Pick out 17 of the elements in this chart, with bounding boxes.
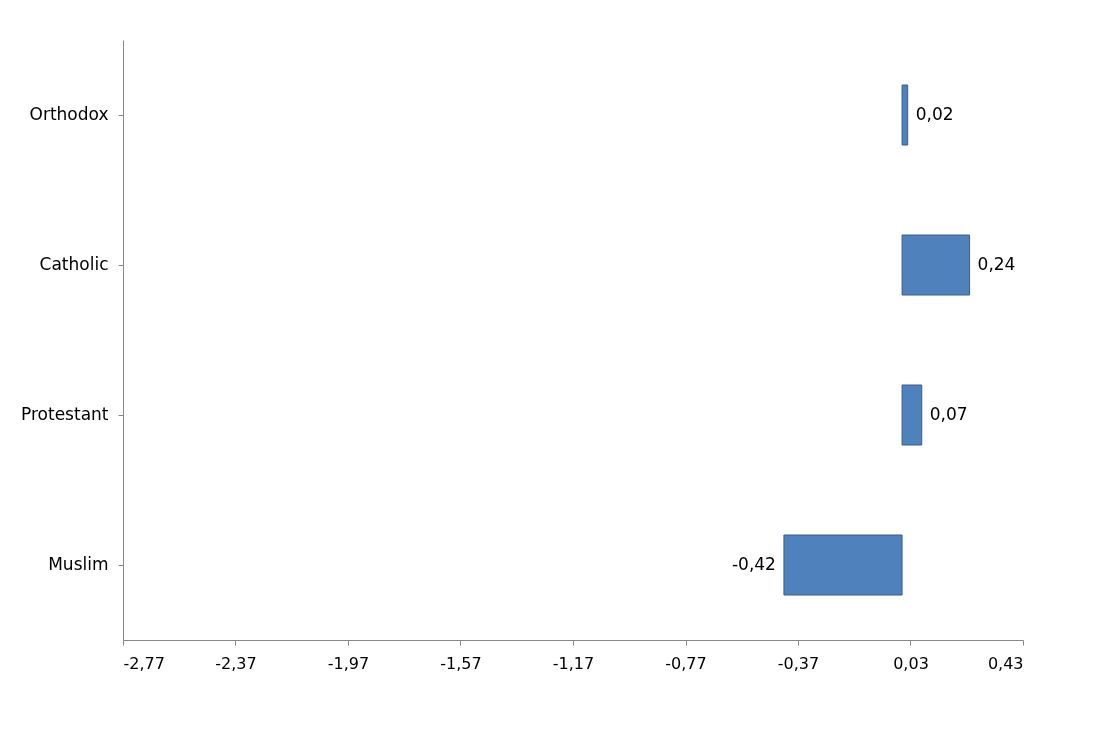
data-label: 0,24 <box>977 254 1016 274</box>
x-tick-label: -2,37 <box>215 653 257 673</box>
x-tick-label: -0,77 <box>665 653 707 673</box>
y-tick-label: Protestant <box>21 404 109 424</box>
x-tick-label: 0,43 <box>987 653 1024 673</box>
x-tick-label: -1,57 <box>440 653 482 673</box>
x-tick-label: -2,77 <box>123 653 165 673</box>
x-tick-label: -1,97 <box>327 653 370 673</box>
y-tick-label: Orthodox <box>29 104 109 124</box>
y-tick-label: Muslim <box>48 554 109 574</box>
y-tick-label: Catholic <box>39 254 109 274</box>
x-tick-label: -1,17 <box>552 653 595 673</box>
data-label: 0,02 <box>915 104 954 124</box>
data-label: -0,42 <box>731 554 776 574</box>
data-label: 0,07 <box>929 404 968 424</box>
x-tick-label: 0,03 <box>893 653 929 673</box>
x-tick-label: -0,37 <box>777 653 820 673</box>
